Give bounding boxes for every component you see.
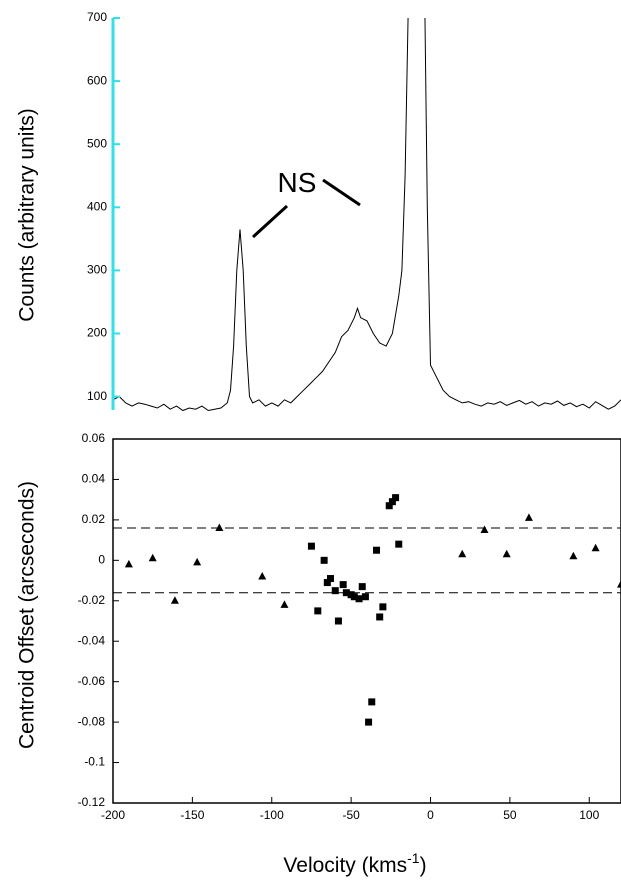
- square-point: [334, 617, 342, 625]
- square-point: [358, 583, 366, 591]
- x-axis-label-text: Velocity (kms: [283, 854, 407, 877]
- x-tick-label: 50: [503, 808, 517, 822]
- square-point: [395, 540, 403, 548]
- plot-frame: [112, 438, 621, 804]
- square-point: [376, 613, 384, 621]
- triangle-point: [591, 543, 600, 552]
- annotation-pointer: [251, 204, 289, 239]
- square-point: [326, 575, 334, 583]
- y-tick-label: -0.06: [78, 674, 106, 688]
- triangle-point: [215, 523, 224, 531]
- square-point: [361, 593, 369, 601]
- square-point: [388, 498, 396, 506]
- square-point: [365, 718, 373, 726]
- square-point: [392, 494, 400, 502]
- x-tick-label: 100: [579, 808, 599, 822]
- y-tick-label: -0.02: [78, 593, 106, 607]
- square-point: [314, 607, 322, 615]
- square-point: [379, 603, 387, 611]
- square-point: [368, 698, 376, 706]
- triangle-point: [524, 513, 533, 521]
- y-tick-label: -0.1: [84, 755, 105, 769]
- annotation: NS: [278, 167, 317, 198]
- x-axis-label-suffix: ): [420, 854, 427, 877]
- y-tick-label: -0.04: [78, 633, 106, 647]
- x-axis-label: Velocity (kms-1): [283, 850, 426, 877]
- y-tick-label: 700: [87, 10, 107, 24]
- y-tick-label: 400: [87, 199, 107, 213]
- y-axis-label: Counts (arbitrary units): [16, 108, 39, 322]
- triangle-point: [458, 549, 467, 558]
- triangle-point: [280, 600, 289, 608]
- y-tick-label: 0.06: [82, 431, 106, 445]
- annotation-pointer: [322, 178, 361, 207]
- triangle-point: [569, 551, 578, 560]
- x-tick-label: -150: [180, 808, 204, 822]
- triangle-point: [193, 557, 202, 566]
- spectrum-line: [113, 18, 621, 412]
- square-point: [385, 502, 393, 510]
- y-tick-label: 600: [87, 73, 107, 87]
- y-tick-label: 100: [87, 389, 107, 403]
- square-point: [320, 556, 328, 564]
- y-tick-label: 0.04: [82, 472, 106, 486]
- plot-area: [113, 18, 621, 412]
- triangle-point: [124, 559, 133, 568]
- square-point: [323, 579, 331, 587]
- square-point: [342, 589, 350, 597]
- plot-area: [124, 494, 621, 726]
- y-tick-label: 200: [87, 326, 107, 340]
- x-tick-label: -100: [260, 808, 284, 822]
- triangle-point: [148, 553, 157, 562]
- y-tick-label: 0: [98, 553, 105, 567]
- y-tick-label: -0.12: [78, 795, 106, 809]
- y-tick-label: -0.08: [78, 714, 106, 728]
- x-axis-label-sup: -1: [407, 850, 420, 866]
- x-tick-label: -50: [342, 808, 360, 822]
- y-tick-label: 0.02: [82, 512, 106, 526]
- square-point: [307, 542, 315, 550]
- square-point: [339, 581, 347, 589]
- y-tick-label: 300: [87, 263, 107, 277]
- triangle-point: [258, 572, 267, 580]
- triangle-point: [502, 549, 511, 558]
- square-point: [350, 593, 358, 601]
- square-point: [373, 546, 381, 554]
- y-tick-label: 500: [87, 136, 107, 150]
- square-point: [331, 587, 339, 595]
- triangle-point: [617, 580, 621, 588]
- x-tick-label: -200: [101, 808, 125, 822]
- square-point: [355, 595, 363, 603]
- x-tick-label: 0: [427, 808, 434, 822]
- triangle-point: [480, 525, 489, 533]
- y-axis-label: Centroid Offset (arcseconds): [16, 481, 39, 749]
- triangle-point: [170, 596, 179, 604]
